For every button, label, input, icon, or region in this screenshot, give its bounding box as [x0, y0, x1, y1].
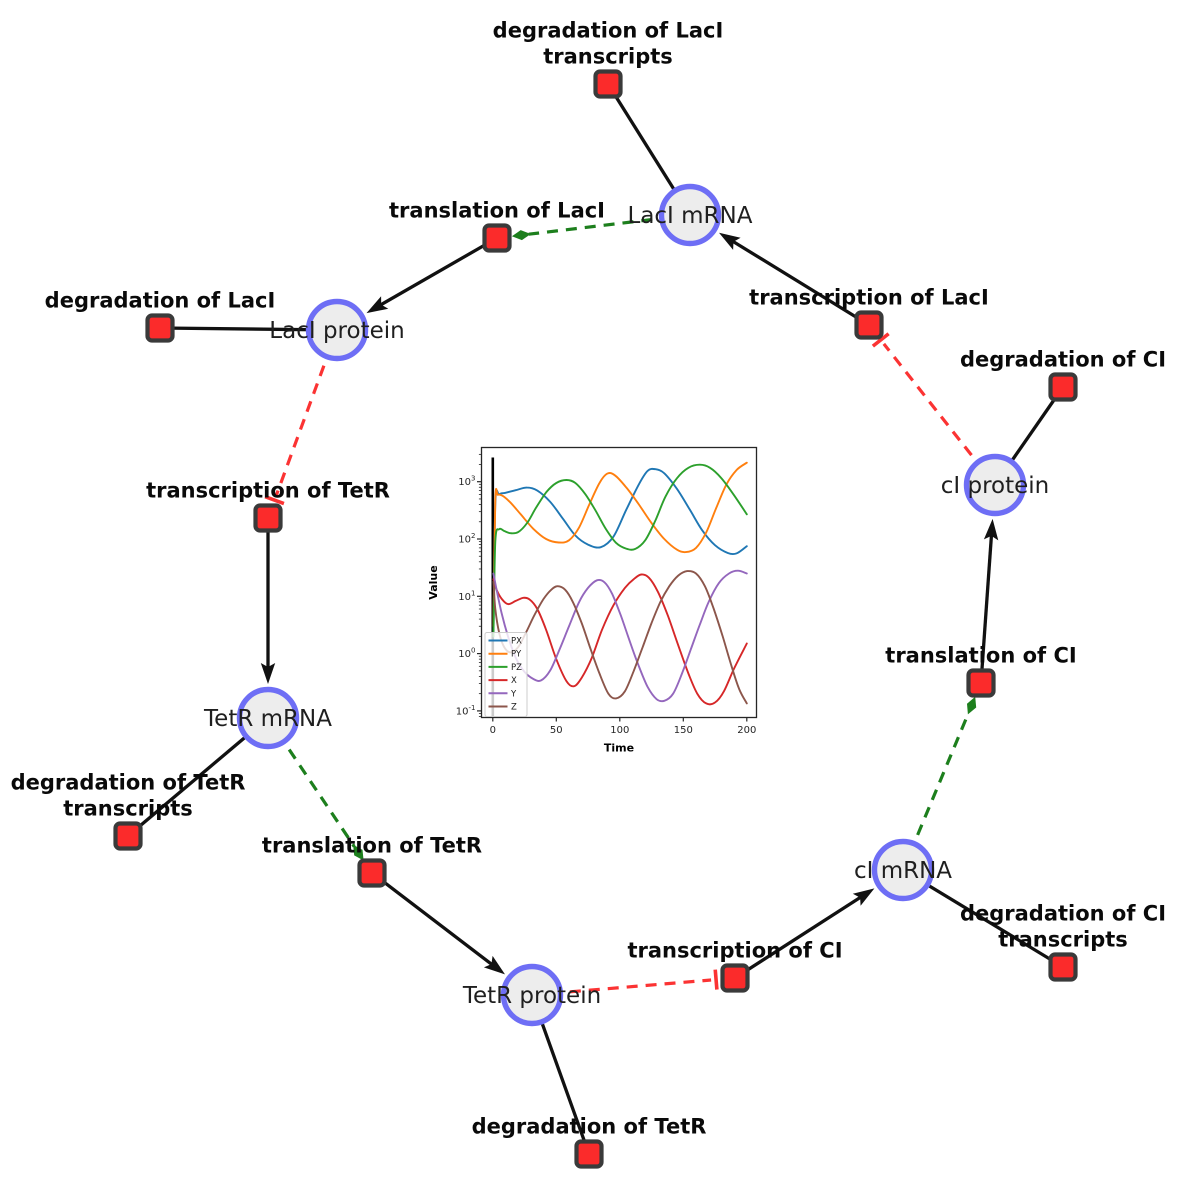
legend-label-PZ: PZ — [511, 663, 522, 673]
chart-x-tick-label: 0 — [490, 725, 496, 736]
chart-y-tick-label: 10-1 — [456, 704, 476, 718]
chart-y-axis-label: Value — [427, 565, 440, 599]
reaction-label-deg-laci-line0: degradation of LacI — [45, 289, 276, 313]
reaction-label-translation-tetr-line0: translation of TetR — [262, 834, 482, 858]
reaction-node-deg-tetr-transcripts[interactable] — [113, 821, 143, 851]
reaction-node-transcription-ci[interactable] — [720, 963, 750, 993]
reaction-label-deg-laci-transcripts-line0: degradation of LacI — [493, 19, 724, 43]
legend-label-PY: PY — [511, 650, 522, 660]
reaction-label-translation-laci-line0: translation of LacI — [389, 199, 605, 223]
legend-label-X: X — [511, 676, 517, 686]
reaction-label-translation-ci-line0: translation of CI — [885, 644, 1076, 668]
inhibition-tbar-icon — [713, 969, 719, 990]
chart-y-tick-label: 103 — [458, 475, 475, 489]
labels-layer: LacI mRNA LacI protein TetR mRNA TetR prote… — [11, 19, 1166, 1139]
reaction-label-transcription-ci-line0: transcription of CI — [627, 939, 842, 963]
chart-background — [423, 433, 773, 771]
species-node-tetr-mrna[interactable] — [236, 686, 300, 750]
species-node-tetr-protein[interactable] — [500, 963, 564, 1027]
chart-axes-frame — [480, 446, 758, 719]
chart-series-PZ — [492, 463, 748, 638]
reaction-label-deg-ci-transcripts-line1: transcripts — [998, 928, 1128, 952]
legend-label-Z: Z — [511, 703, 517, 713]
reaction-node-translation-tetr[interactable] — [357, 858, 387, 888]
legend-label-PX: PX — [511, 637, 522, 647]
inhibition-tbar-icon — [264, 495, 285, 506]
arrowhead-icon — [852, 888, 875, 906]
chart-x-axis-label: Time — [604, 742, 634, 755]
reaction-label-deg-ci-transcripts-line0: degradation of CI — [960, 902, 1166, 926]
arrowhead-icon — [719, 232, 741, 250]
chart-series-X — [492, 573, 748, 706]
edge-translation-ci-to-ci-protein — [979, 518, 999, 684]
arrowhead-icon — [366, 296, 389, 314]
chart-x-tick-label: 200 — [737, 725, 756, 736]
modifier-arrowhead-icon — [967, 696, 977, 715]
species-node-laci-mrna[interactable] — [658, 183, 722, 247]
species-label-tetr-protein: TetR protein — [462, 983, 601, 1009]
edge-transcription-ci-to-ci-mrna — [734, 888, 875, 980]
species-label-tetr-mrna: TetR mRNA — [203, 706, 332, 732]
modifier-arrowhead-icon — [353, 844, 364, 861]
reaction-label-deg-laci-transcripts-line1: transcripts — [543, 45, 673, 69]
inhibition-tbar-icon — [871, 332, 890, 348]
reaction-node-deg-ci-transcripts[interactable] — [1048, 952, 1078, 982]
edge-translation-laci-to-laci-protein — [366, 236, 498, 314]
edge-translation-tetr-to-tetr-protein — [370, 871, 505, 975]
reaction-label-transcription-tetr-line0: transcription of TetR — [146, 479, 390, 503]
species-label-laci-mrna: LacI mRNA — [628, 203, 753, 229]
reaction-node-translation-laci[interactable] — [482, 223, 512, 253]
species-label-laci-protein: LacI protein — [269, 318, 404, 344]
reaction-label-deg-tetr-line0: degradation of TetR — [472, 1115, 707, 1139]
species-label-ci-mrna: cI mRNA — [854, 858, 952, 884]
chart-y-tick-label: 102 — [458, 532, 475, 546]
chart-x-tick-label: 50 — [550, 725, 563, 736]
chart-y-tick-label: 100 — [458, 647, 475, 661]
reaction-node-transcription-laci[interactable] — [854, 310, 884, 340]
edge-transcription-tetr-to-tetr-mrna — [260, 518, 276, 684]
modifier-arrowhead-icon — [511, 230, 531, 241]
chart-series-PY — [492, 461, 748, 628]
species-node-ci-protein[interactable] — [963, 453, 1027, 517]
chart-x-tick-label: 150 — [674, 725, 693, 736]
inset-chart: 0 50 100 150 20010310210110010-1TimeValuePXP… — [423, 433, 773, 771]
reaction-label-transcription-laci-line0: transcription of LacI — [749, 286, 989, 310]
chart-x-tick-label: 100 — [610, 725, 629, 736]
reaction-node-translation-ci[interactable] — [966, 668, 996, 698]
reaction-node-deg-ci[interactable] — [1048, 372, 1078, 402]
nodes-layer — [113, 69, 1078, 1169]
arrowhead-icon — [483, 955, 505, 975]
reaction-node-deg-laci-transcripts[interactable] — [593, 69, 623, 99]
legend-label-Y: Y — [510, 689, 517, 699]
reaction-label-deg-tetr-transcripts-line0: degradation of TetR — [11, 771, 246, 795]
reaction-node-transcription-tetr[interactable] — [253, 503, 283, 533]
edge-transcription-laci-to-laci-mrna — [719, 232, 870, 327]
species-node-laci-protein[interactable] — [305, 298, 369, 362]
reaction-node-deg-tetr[interactable] — [574, 1139, 604, 1169]
species-label-ci-protein: cI protein — [941, 473, 1050, 499]
arrowhead-icon — [983, 518, 999, 541]
species-node-ci-mrna[interactable] — [871, 838, 935, 902]
reaction-label-deg-ci-line0: degradation of CI — [960, 348, 1166, 372]
reaction-label-deg-tetr-transcripts-line1: transcripts — [63, 797, 193, 821]
reaction-node-deg-laci[interactable] — [145, 313, 175, 343]
arrowhead-icon — [260, 663, 276, 684]
chart-legend: PX PY PZ XYZ — [484, 632, 528, 717]
chart-y-tick-label: 101 — [458, 589, 475, 603]
